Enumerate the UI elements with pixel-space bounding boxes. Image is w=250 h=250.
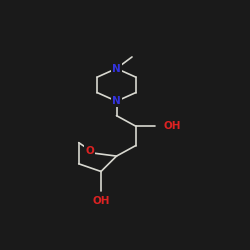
Text: OH: OH [163,121,180,131]
Text: N: N [112,96,121,106]
Text: O: O [85,146,94,156]
Text: N: N [112,64,121,74]
Text: OH: OH [92,196,110,205]
